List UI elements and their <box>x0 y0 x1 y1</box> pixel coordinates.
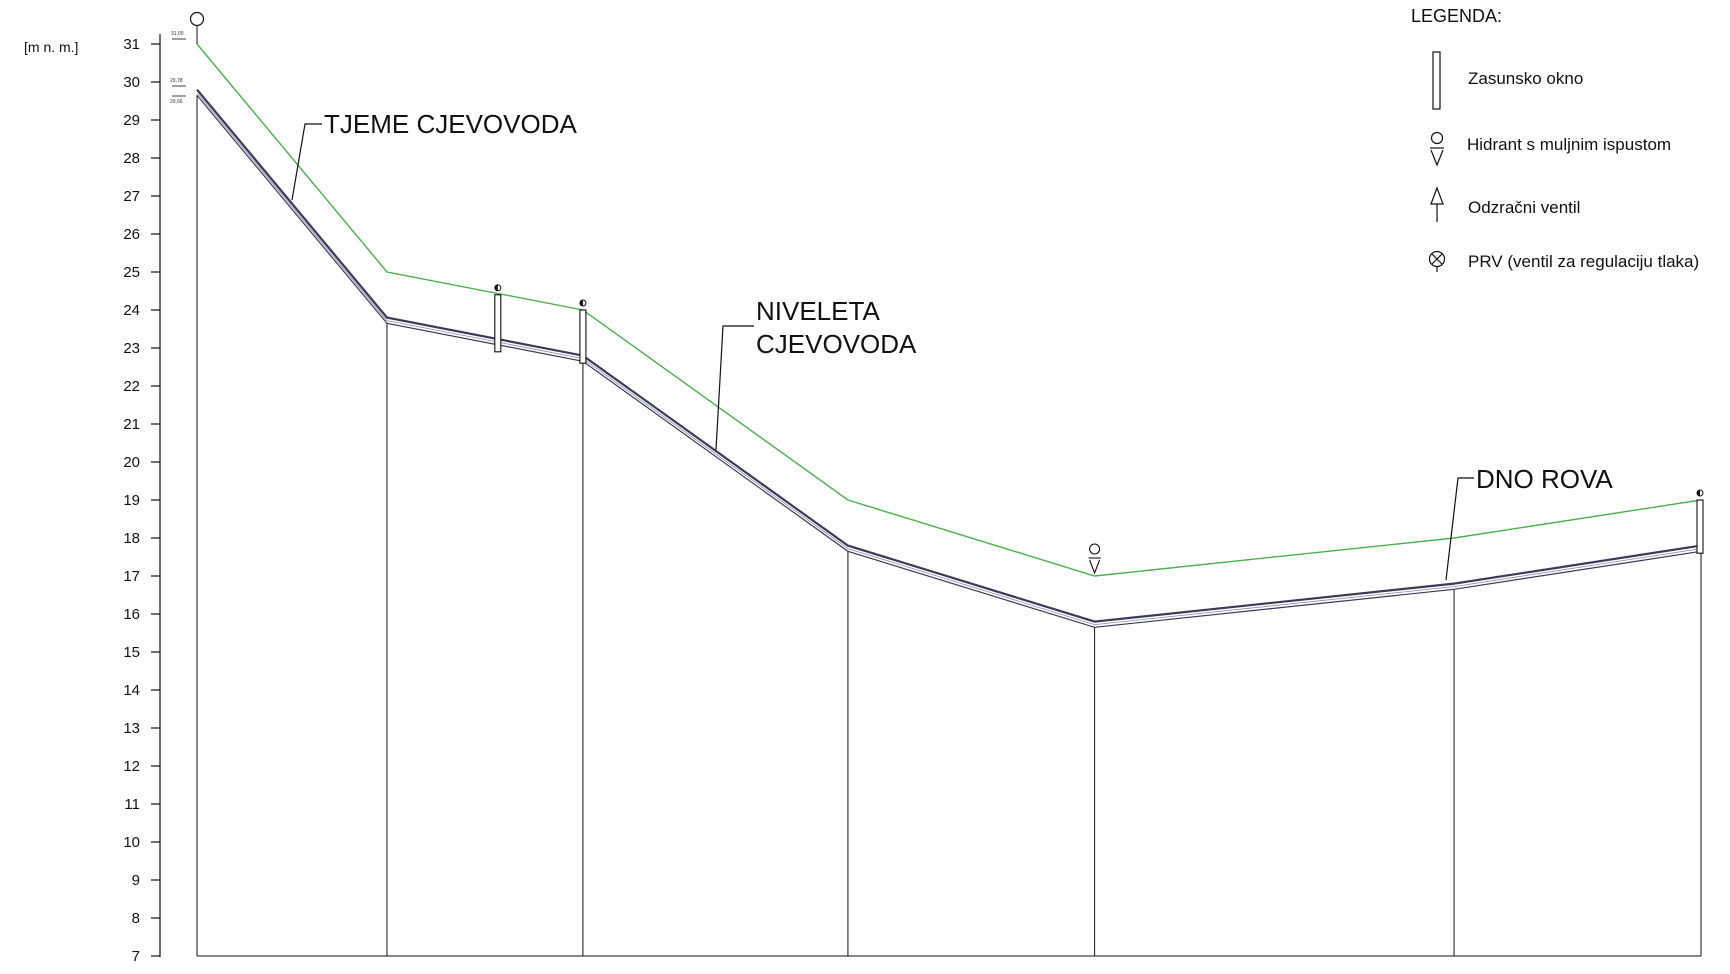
y-tick-label: 24 <box>123 302 140 319</box>
unit-label: [m n. m.] <box>24 39 78 55</box>
hydrant-icon <box>189 11 205 27</box>
profile-symbols <box>172 11 1704 575</box>
hydrant-drain <box>1089 559 1101 575</box>
valve-chamber-icon <box>494 294 502 353</box>
tjeme-leader <box>291 123 322 201</box>
legend: LEGENDA: Zasunsko okno Hidrant s muljnim… <box>1411 6 1699 272</box>
y-tick-label: 8 <box>132 910 140 927</box>
valve-chamber-icon <box>1432 51 1441 110</box>
legend-item: PRV (ventil za regulaciju tlaka) <box>1428 250 1699 272</box>
air-valve-marker-fill <box>579 300 583 306</box>
y-tick-label: 17 <box>123 568 140 585</box>
hydrant-icon <box>1089 543 1101 555</box>
y-tick-label: 11 <box>124 796 140 813</box>
legend-label: Hidrant s muljnim ispustom <box>1467 135 1671 154</box>
elevation-note: 29,78 <box>170 78 183 84</box>
y-tick-label: 27 <box>123 188 140 205</box>
y-tick-label: 28 <box>123 150 140 167</box>
elevation-note: 31,00 <box>171 31 184 37</box>
legend-item: Hidrant s muljnim ispustom <box>1430 131 1671 167</box>
y-tick-group: 7 8 9 10 11 12 13 14 15 16 17 18 19 20 21 22 23 24 25 26 27 2… <box>123 36 160 965</box>
y-tick-label: 15 <box>123 644 140 661</box>
y-tick-label: 22 <box>123 378 140 395</box>
legend-label: PRV (ventil za regulaciju tlaka) <box>1468 252 1699 271</box>
y-tick-label: 14 <box>123 682 140 699</box>
hydrant-icon <box>1430 131 1444 167</box>
y-tick-label: 29 <box>123 112 140 129</box>
y-tick-label: 30 <box>123 74 140 91</box>
legend-label: Odzračni ventil <box>1468 198 1580 217</box>
y-tick-label: 12 <box>123 758 140 775</box>
y-axis: [m n. m.] 7 8 9 10 11 12 13 14 15 16 17 18 19 20 21 22 2… <box>24 34 161 965</box>
air-valve-marker-fill <box>494 284 498 291</box>
y-tick-label: 25 <box>123 264 140 281</box>
y-tick-label: 9 <box>132 872 140 889</box>
series-line <box>196 43 1702 577</box>
niveleta-label: CJEVOVODA <box>756 329 917 359</box>
legend-item: Odzračni ventil <box>1430 186 1580 222</box>
y-tick-label: 21 <box>123 416 140 433</box>
annotations: TJEME CJEVOVODA NIVELETA CJEVOVODA DNO R… <box>291 109 1613 581</box>
elevation-notes: 31,00 29,78 29,66 <box>170 31 184 105</box>
dno-leader <box>1445 477 1474 581</box>
valve-chamber-icon <box>1696 499 1704 554</box>
tjeme-label: TJEME CJEVOVODA <box>324 109 577 139</box>
legend-title: LEGENDA: <box>1411 6 1502 26</box>
station-lines <box>196 95 1702 957</box>
y-tick-label: 16 <box>123 606 140 623</box>
prv-icon <box>1428 250 1446 272</box>
y-tick-label: 31 <box>123 36 140 53</box>
legend-label: Zasunsko okno <box>1468 69 1583 88</box>
niveleta-label: NIVELETA <box>756 296 880 326</box>
niveleta-leader <box>715 325 754 451</box>
y-tick-label: 19 <box>123 492 140 509</box>
series-group <box>196 43 1702 628</box>
y-tick-label: 13 <box>123 720 140 737</box>
y-tick-label: 20 <box>123 454 140 471</box>
legend-item: Zasunsko okno <box>1432 51 1583 110</box>
dno-label: DNO ROVA <box>1476 464 1613 494</box>
series-line <box>196 88 1702 623</box>
y-tick-label: 18 <box>123 530 140 547</box>
elevation-note: 29,66 <box>170 99 183 105</box>
y-tick-label: 7 <box>132 948 140 965</box>
air-valve-icon <box>1430 186 1444 222</box>
y-tick-label: 10 <box>123 834 140 851</box>
pipe-wall-line <box>196 92 1702 626</box>
valve-chamber-icon <box>579 309 587 364</box>
air-valve-marker-fill <box>1697 490 1700 496</box>
y-tick-label: 26 <box>123 226 140 243</box>
series-line <box>196 94 1702 628</box>
y-tick-label: 23 <box>123 340 140 357</box>
